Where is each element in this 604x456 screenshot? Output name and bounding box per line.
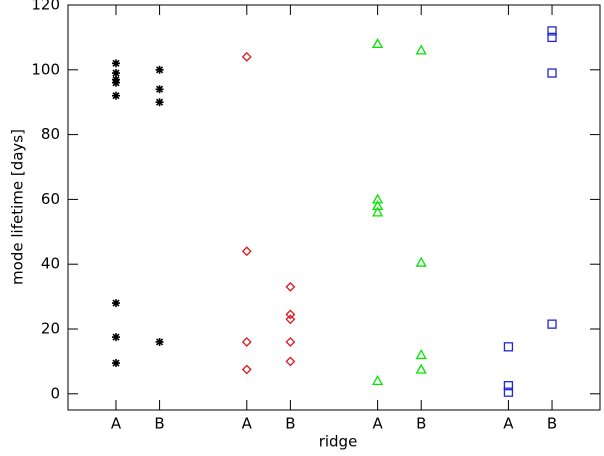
marker (111, 78, 120, 87)
y-tick-label: 20 (41, 320, 60, 338)
y-axis-label: mode lifetime [days] (9, 129, 27, 285)
x-tick-label: A (242, 415, 253, 433)
x-tick-label: B (547, 415, 557, 433)
marker (155, 98, 164, 107)
marker (241, 246, 252, 257)
marker (371, 375, 384, 385)
marker (111, 59, 120, 68)
marker (285, 309, 296, 320)
marker (415, 363, 427, 374)
marker (503, 387, 514, 397)
marker (285, 356, 296, 367)
marker (547, 26, 557, 36)
marker (547, 32, 557, 43)
marker (111, 333, 120, 342)
marker (371, 38, 384, 49)
marker (415, 256, 427, 267)
y-tick-label: 100 (31, 60, 60, 78)
marker (111, 299, 120, 308)
marker (371, 193, 384, 204)
marker (547, 68, 557, 78)
marker (285, 281, 296, 292)
marker (415, 349, 427, 360)
x-axis-label: ridge (319, 433, 358, 451)
marker (371, 200, 384, 211)
x-tick-label: B (154, 415, 164, 433)
marker (155, 65, 164, 74)
marker (111, 69, 120, 78)
marker (285, 337, 296, 347)
marker (371, 206, 384, 217)
x-tick-label: A (372, 415, 383, 433)
x-tick-label: B (285, 415, 295, 433)
marker (241, 364, 252, 375)
y-tick-label: 60 (41, 190, 60, 208)
marker (155, 337, 164, 346)
marker (111, 91, 120, 100)
marker (503, 381, 514, 391)
y-tick-label: 80 (41, 125, 60, 143)
marker (503, 342, 514, 352)
marker (241, 51, 252, 62)
y-tick-label: 120 (31, 0, 60, 14)
x-tick-label: A (503, 415, 514, 433)
y-tick-label: 40 (41, 255, 60, 273)
plot-frame (67, 4, 601, 411)
marker (111, 359, 120, 368)
marker (285, 314, 296, 325)
y-tick-label: 0 (50, 384, 60, 402)
marker (415, 44, 427, 55)
x-tick-label: B (416, 415, 426, 433)
marker (155, 85, 164, 94)
marker (241, 337, 252, 347)
marker (547, 319, 557, 329)
x-tick-label: A (111, 415, 122, 433)
